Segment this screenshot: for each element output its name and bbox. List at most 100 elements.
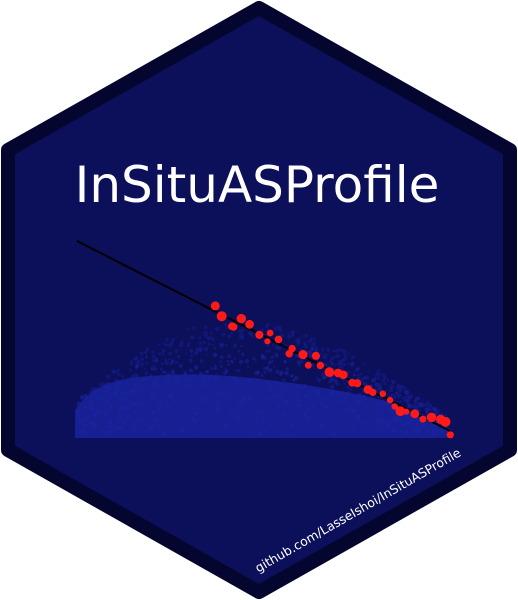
scatter-cloud-dot bbox=[95, 389, 100, 394]
scatter-cloud-dot bbox=[380, 399, 385, 404]
scatter-cloud-dot bbox=[90, 386, 94, 390]
scatter-cloud-dot bbox=[106, 386, 109, 390]
scatter-cloud-dot bbox=[320, 398, 323, 401]
scatter-cloud-dot bbox=[290, 402, 293, 406]
scatter-cloud-dot bbox=[385, 389, 388, 392]
scatter-cloud-dot bbox=[380, 420, 383, 423]
scatter-cloud-dot bbox=[379, 404, 384, 409]
scatter-cloud-dot bbox=[216, 408, 220, 413]
scatter-cloud-dot bbox=[218, 342, 223, 347]
scatter-cloud-dot bbox=[338, 399, 343, 404]
scatter-cloud-dot bbox=[294, 338, 300, 344]
scatter-cloud-dot bbox=[297, 362, 301, 367]
scatter-cloud-dot bbox=[344, 408, 347, 411]
scatter-cloud-dot bbox=[164, 361, 169, 366]
scatter-cloud-dot bbox=[377, 376, 381, 380]
scatter-cloud-dot bbox=[203, 340, 207, 345]
scatter-cloud-dot bbox=[165, 343, 168, 347]
scatter-cloud-dot bbox=[196, 383, 199, 386]
scatter-cloud-dot bbox=[88, 390, 93, 395]
scatter-cloud-dot bbox=[208, 335, 212, 339]
scatter-cloud-dot bbox=[399, 393, 402, 397]
scatter-cloud-dot bbox=[112, 393, 117, 397]
scatter-cloud-dot bbox=[152, 359, 155, 363]
scatter-cloud-dot bbox=[159, 368, 163, 371]
scatter-cloud-dot bbox=[91, 389, 94, 392]
scatter-cloud-dot bbox=[297, 343, 300, 347]
scatter-cloud-dot bbox=[211, 337, 215, 342]
scatter-cloud-dot bbox=[235, 379, 240, 384]
scatter-cloud-dot bbox=[362, 394, 367, 400]
scatter-cloud-dot bbox=[255, 359, 257, 362]
highlight-point bbox=[353, 379, 362, 388]
scatter-cloud-dot bbox=[176, 354, 181, 359]
scatter-cloud-dot bbox=[151, 410, 156, 415]
scatter-cloud-dot bbox=[385, 427, 388, 430]
scatter-cloud-dot bbox=[81, 429, 86, 434]
scatter-cloud-dot bbox=[145, 347, 150, 352]
scatter-cloud-dot bbox=[255, 378, 260, 382]
scatter-cloud-dot bbox=[406, 399, 409, 402]
scatter-cloud-dot bbox=[398, 389, 403, 393]
scatter-cloud-dot bbox=[334, 349, 337, 352]
scatter-cloud-dot bbox=[360, 398, 365, 403]
scatter-cloud-dot bbox=[166, 372, 171, 378]
scatter-cloud-dot bbox=[383, 382, 387, 386]
scatter-cloud-dot bbox=[296, 340, 301, 345]
scatter-cloud-dot bbox=[292, 330, 296, 333]
scatter-cloud-dot bbox=[153, 396, 157, 400]
scatter-cloud-dot bbox=[278, 346, 282, 351]
scatter-cloud-dot bbox=[366, 428, 369, 431]
scatter-cloud-dot bbox=[395, 390, 399, 394]
scatter-cloud-dot bbox=[392, 380, 396, 384]
scatter-cloud-dot bbox=[251, 386, 255, 390]
scatter-cloud-dot bbox=[268, 397, 271, 401]
scatter-cloud-dot bbox=[120, 381, 123, 385]
scatter-cloud-dot bbox=[91, 391, 95, 394]
scatter-cloud-dot bbox=[148, 426, 153, 431]
scatter-cloud-dot bbox=[216, 405, 220, 409]
scatter-cloud-dot bbox=[136, 359, 141, 363]
scatter-cloud-dot bbox=[139, 351, 144, 356]
scatter-cloud-dot bbox=[386, 379, 390, 382]
scatter-cloud-dot bbox=[259, 409, 263, 414]
scatter-cloud-dot bbox=[353, 396, 357, 401]
scatter-cloud-dot bbox=[404, 390, 409, 395]
scatter-cloud-dot bbox=[262, 417, 266, 421]
scatter-cloud-dot bbox=[378, 411, 383, 417]
scatter-cloud-dot bbox=[268, 350, 271, 353]
scatter-cloud-dot bbox=[171, 359, 175, 363]
scatter-cloud-dot bbox=[161, 348, 166, 354]
scatter-cloud-dot bbox=[159, 428, 162, 431]
scatter-cloud-dot bbox=[151, 350, 155, 354]
scatter-cloud-dot bbox=[297, 429, 301, 433]
scatter-cloud-dot bbox=[151, 424, 155, 428]
scatter-cloud-dot bbox=[88, 401, 93, 407]
scatter-cloud-dot bbox=[151, 354, 156, 359]
scatter-cloud-dot bbox=[230, 408, 234, 412]
scatter-cloud-dot bbox=[389, 404, 392, 407]
scatter-cloud-dot bbox=[194, 432, 196, 435]
scatter-cloud-dot bbox=[99, 386, 103, 390]
scatter-cloud-dot bbox=[238, 336, 242, 340]
scatter-cloud-dot bbox=[432, 428, 436, 432]
scatter-cloud-dot bbox=[391, 393, 395, 397]
scatter-cloud-dot bbox=[116, 397, 120, 401]
scatter-cloud-dot bbox=[423, 435, 426, 438]
scatter-cloud-dot bbox=[352, 428, 355, 432]
scatter-cloud-dot bbox=[381, 378, 385, 383]
scatter-cloud-dot bbox=[204, 395, 209, 400]
scatter-cloud-dot bbox=[335, 382, 339, 386]
scatter-cloud-dot bbox=[129, 368, 132, 372]
scatter-cloud-dot bbox=[184, 392, 187, 395]
scatter-cloud-dot bbox=[154, 417, 159, 422]
scatter-cloud-dot bbox=[154, 357, 158, 361]
scatter-cloud-dot bbox=[155, 376, 160, 381]
scatter-cloud-dot bbox=[335, 391, 339, 395]
scatter-cloud-dot bbox=[145, 354, 148, 357]
scatter-cloud-dot bbox=[433, 407, 438, 412]
scatter-cloud-dot bbox=[290, 332, 295, 338]
scatter-cloud-dot bbox=[425, 410, 429, 414]
scatter-cloud-dot bbox=[407, 403, 412, 408]
scatter-cloud-dot bbox=[313, 340, 316, 343]
